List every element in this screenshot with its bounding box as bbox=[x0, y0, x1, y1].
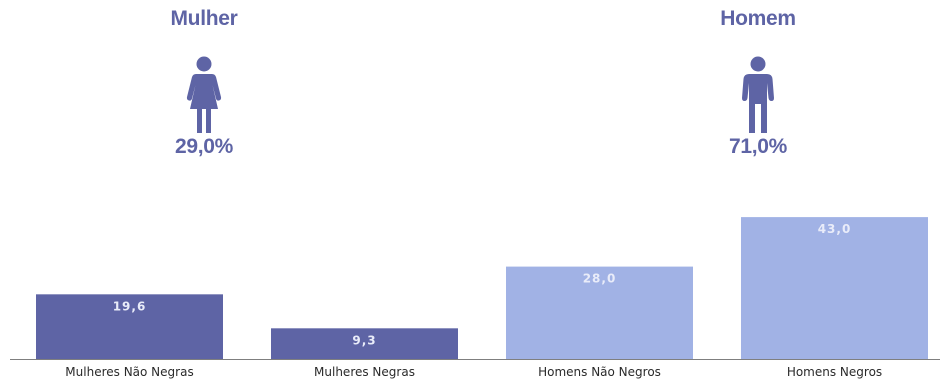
homem-title: Homem bbox=[720, 7, 796, 30]
bar-mulher-0 bbox=[36, 294, 223, 359]
mulher-percent: 29,0% bbox=[174, 135, 234, 158]
x-tick-label: Mulheres Negras bbox=[314, 365, 415, 379]
woman-icon bbox=[186, 56, 222, 133]
bar-value-label: 43,0 bbox=[818, 222, 852, 236]
bar-homem-2 bbox=[506, 266, 693, 359]
bar-value-label: 9,3 bbox=[352, 333, 376, 347]
x-tick-label: Homens Não Negros bbox=[538, 365, 661, 379]
bar-mulher-1 bbox=[271, 328, 458, 359]
bar-homem-3 bbox=[741, 217, 928, 359]
homem-percent: 71,0% bbox=[728, 135, 788, 158]
man-icon bbox=[742, 56, 774, 133]
mulher-title: Mulher bbox=[170, 7, 238, 30]
bar-value-label: 28,0 bbox=[583, 272, 617, 286]
x-tick-label: Homens Negros bbox=[787, 365, 882, 379]
x-tick-label: Mulheres Não Negras bbox=[65, 365, 193, 379]
bar-value-label: 19,6 bbox=[113, 299, 147, 313]
